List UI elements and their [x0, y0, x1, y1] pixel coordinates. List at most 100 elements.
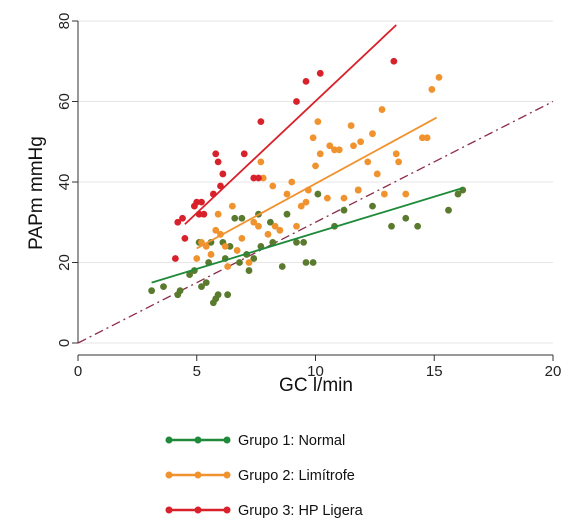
data-point — [193, 255, 201, 262]
data-point — [148, 287, 156, 295]
data-point — [314, 118, 322, 126]
data-point — [269, 182, 277, 190]
legend-marker — [165, 506, 173, 514]
data-point — [445, 206, 452, 214]
data-point — [212, 150, 220, 158]
data-point — [224, 263, 232, 270]
data-point — [269, 238, 277, 246]
legend: Grupo 1: Normal Grupo 2: Limítrofe Grupo 3… — [165, 433, 364, 519]
data-point — [171, 255, 179, 262]
data-point — [302, 198, 310, 206]
x-tick-label: 20 — [545, 363, 562, 380]
fit-line — [184, 24, 397, 225]
data-point — [238, 214, 246, 222]
data-point — [302, 77, 310, 85]
data-point — [238, 234, 246, 242]
data-point — [176, 287, 184, 295]
data-point — [380, 190, 388, 198]
y-tick-label: 20 — [56, 254, 73, 271]
data-point — [340, 206, 348, 214]
data-point — [250, 255, 258, 262]
data-point — [459, 186, 467, 194]
data-point — [198, 198, 205, 206]
y-tick-label: 40 — [56, 174, 73, 191]
y-tick-label: 80 — [56, 13, 73, 30]
data-point — [214, 291, 222, 299]
data-point — [179, 214, 186, 222]
data-point — [390, 57, 398, 65]
data-point — [259, 174, 267, 182]
data-point — [428, 86, 436, 93]
x-tick-label: 10 — [307, 363, 324, 380]
data-point — [316, 150, 324, 158]
data-point — [392, 150, 400, 158]
data-point — [395, 158, 403, 166]
data-point — [388, 222, 395, 230]
data-point — [200, 210, 208, 218]
data-point — [364, 158, 372, 166]
data-point — [240, 150, 248, 158]
legend-marker — [194, 506, 202, 514]
data-point — [302, 259, 310, 266]
data-point — [255, 222, 262, 230]
data-point — [217, 182, 224, 190]
data-point — [255, 174, 262, 182]
legend-marker — [194, 471, 202, 479]
data-point — [354, 186, 362, 194]
plot-area: 0 20 40 60 80 0 5 10 15 20 — [56, 13, 561, 380]
data-point — [207, 251, 215, 258]
data-point — [219, 170, 227, 178]
legend-marker — [223, 471, 231, 479]
x-tick-label: 0 — [74, 363, 82, 380]
legend-marker — [165, 471, 173, 479]
data-point — [335, 146, 343, 154]
y-tick-label: 0 — [56, 339, 73, 347]
data-point — [402, 214, 410, 222]
data-point — [316, 69, 324, 77]
data-point — [160, 283, 167, 291]
data-point — [357, 138, 365, 146]
data-point — [181, 234, 189, 242]
legend-label: Grupo 2: Limítrofe — [238, 468, 355, 484]
data-point — [293, 238, 300, 246]
data-point — [245, 259, 253, 266]
data-point — [309, 134, 317, 142]
data-point — [312, 162, 319, 170]
data-point — [231, 214, 239, 222]
data-point — [454, 190, 462, 198]
legend-marker — [223, 436, 231, 444]
data-point — [257, 158, 265, 166]
data-point — [198, 283, 205, 291]
data-point — [340, 194, 348, 202]
data-point — [414, 222, 422, 230]
data-point — [423, 134, 431, 142]
x-tick-label: 5 — [193, 363, 201, 380]
data-point — [369, 202, 376, 210]
data-point — [212, 226, 220, 234]
data-point — [435, 73, 443, 81]
data-point — [236, 259, 243, 266]
data-point — [314, 190, 322, 198]
data-point — [224, 291, 232, 299]
legend-label: Grupo 3: HP Ligera — [238, 503, 364, 519]
fit-line — [196, 116, 438, 250]
data-point — [293, 222, 300, 230]
data-point — [174, 218, 182, 226]
legend-label: Grupo 1: Normal — [238, 433, 345, 449]
data-point — [283, 190, 291, 198]
data-point — [221, 243, 229, 250]
data-point — [288, 178, 296, 186]
data-point — [283, 210, 291, 218]
y-tick-label: 60 — [56, 93, 73, 110]
data-point — [266, 218, 274, 226]
data-point — [186, 271, 194, 278]
data-point — [257, 118, 265, 126]
data-point — [402, 190, 410, 198]
data-point — [250, 218, 258, 226]
legend-marker — [194, 436, 202, 444]
data-point — [309, 259, 317, 266]
fit-line — [151, 187, 464, 284]
data-point — [226, 243, 234, 250]
legend-marker — [223, 506, 231, 514]
